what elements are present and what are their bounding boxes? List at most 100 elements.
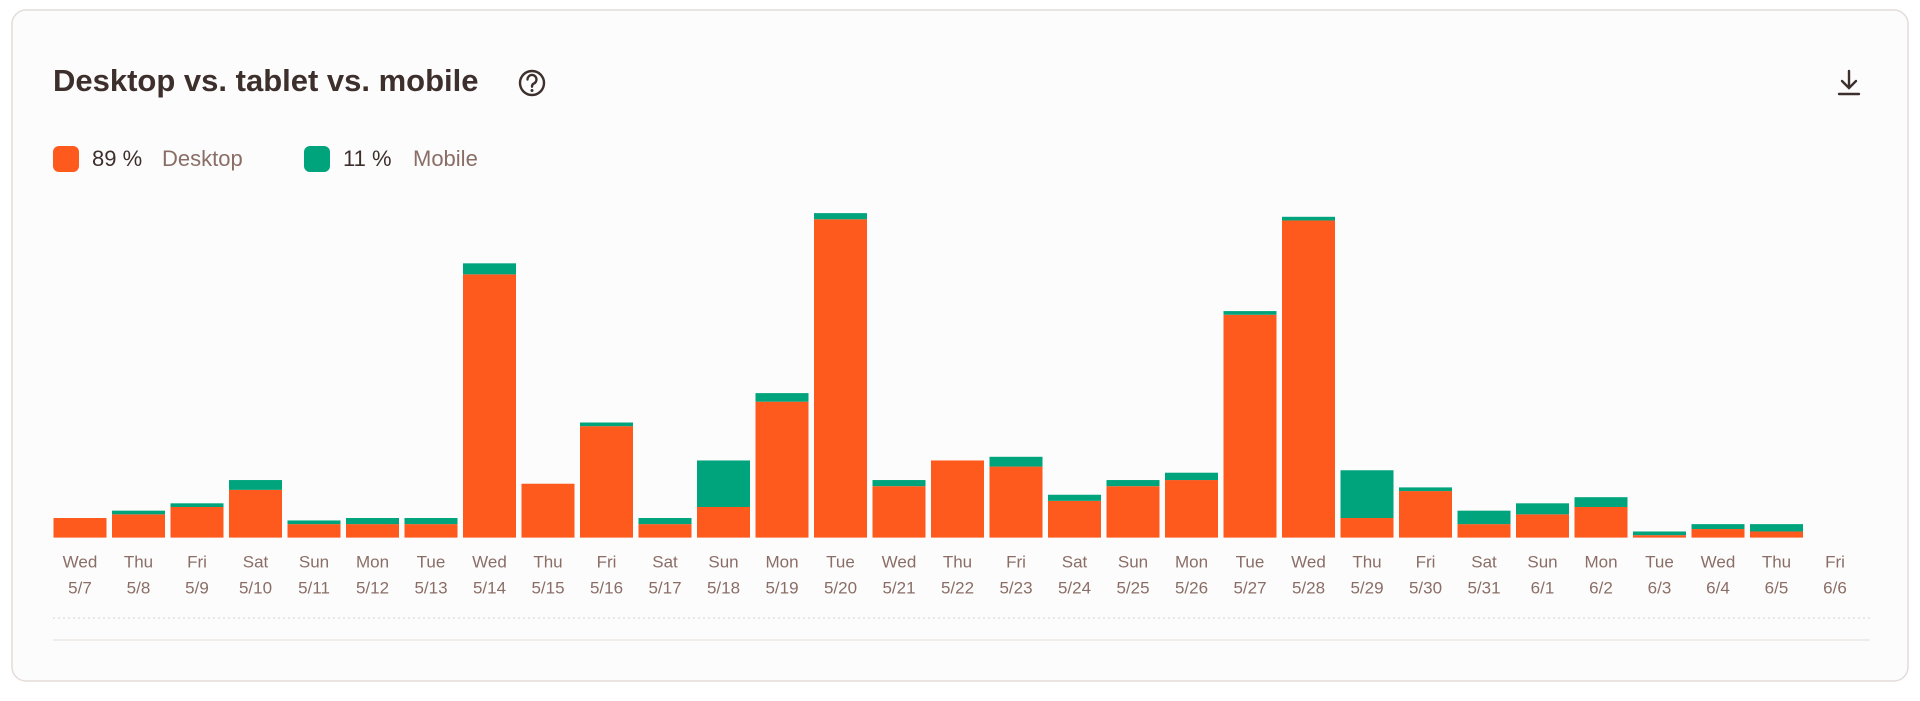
x-tick-date: 5/11 (298, 578, 330, 597)
x-tick-weekday: Sat (652, 552, 678, 571)
bar-segment (755, 401, 809, 538)
bar-segment (1691, 529, 1745, 538)
x-tick-date: 5/10 (239, 578, 272, 597)
bar-segment (287, 524, 341, 538)
x-tick-date: 5/30 (1409, 578, 1442, 597)
x-tick-weekday: Wed (882, 552, 917, 571)
x-tick-weekday: Wed (63, 552, 98, 571)
bar-segment (931, 460, 984, 538)
x-tick-date: 6/5 (1765, 578, 1789, 597)
bar-segment (1516, 503, 1569, 515)
bar-segment (112, 510, 165, 515)
x-tick-weekday: Mon (765, 552, 798, 571)
legend-swatch (304, 146, 330, 172)
legend-share: 89 % (92, 146, 142, 171)
x-tick-date: 5/19 (765, 578, 798, 597)
x-tick-weekday: Thu (533, 552, 562, 571)
bar-segment (463, 263, 516, 275)
x-tick-date: 5/14 (473, 578, 506, 597)
x-tick-date: 6/2 (1589, 578, 1613, 597)
x-tick-weekday: Fri (1825, 552, 1845, 571)
x-tick-date: 5/7 (68, 578, 92, 597)
x-tick-date: 5/27 (1233, 578, 1266, 597)
x-tick-weekday: Sun (1118, 552, 1148, 571)
x-tick-date: 5/18 (707, 578, 740, 597)
bar-segment (404, 518, 458, 525)
x-tick-date: 5/26 (1175, 578, 1208, 597)
bar-segment (170, 503, 224, 507)
x-tick-weekday: Mon (1584, 552, 1617, 571)
x-tick-weekday: Thu (1352, 552, 1381, 571)
bar-segment (1574, 506, 1628, 538)
bar-segment (1165, 472, 1218, 481)
x-tick-weekday: Fri (187, 552, 207, 571)
x-tick-weekday: Fri (1006, 552, 1026, 571)
bar-segment (1340, 518, 1394, 538)
x-tick-weekday: Sun (299, 552, 329, 571)
bar-segment (1457, 524, 1511, 538)
bar-segment (287, 520, 341, 525)
bar-segment (1223, 314, 1277, 538)
help-icon[interactable] (518, 69, 546, 97)
bar-segment (872, 480, 926, 487)
download-icon[interactable] (1837, 69, 1861, 96)
bar-segment (755, 393, 809, 402)
legend-share: 11 % (343, 146, 392, 171)
bar-segment (1691, 524, 1745, 530)
bar-segment (404, 524, 458, 538)
x-tick-weekday: Thu (124, 552, 153, 571)
legend-label: Mobile (413, 146, 478, 171)
bar-segment (1282, 216, 1335, 221)
chart-title: Desktop vs. tablet vs. mobile (53, 63, 479, 98)
bar-segment (1633, 535, 1686, 538)
bar-segment (1048, 500, 1101, 538)
x-tick-weekday: Wed (1701, 552, 1736, 571)
bar-segment (989, 466, 1043, 538)
legend-swatch (53, 146, 79, 172)
bar-segment (1165, 480, 1218, 538)
x-tick-date: 5/31 (1467, 578, 1500, 597)
bar-segment (521, 483, 575, 538)
bar-segment (346, 518, 399, 525)
bar-segment (53, 518, 107, 538)
x-tick-date: 5/9 (185, 578, 209, 597)
bar-segment (638, 524, 692, 538)
bar-segment (1223, 311, 1277, 315)
x-tick-weekday: Tue (1236, 552, 1265, 571)
bar-segment (1516, 514, 1569, 538)
bar-segment (814, 213, 867, 220)
bar-segment (872, 486, 926, 538)
x-tick-weekday: Sun (1527, 552, 1557, 571)
x-tick-date: 5/17 (648, 578, 681, 597)
bar-segment (1633, 531, 1686, 536)
bar-segment (697, 506, 750, 538)
bar-segment (697, 460, 750, 507)
bar-segment (1048, 494, 1101, 501)
x-tick-date: 6/3 (1648, 578, 1672, 597)
x-tick-date: 5/25 (1116, 578, 1149, 597)
x-tick-date: 6/6 (1823, 578, 1847, 597)
bar-segment (1457, 510, 1511, 525)
legend-label: Desktop (162, 146, 243, 171)
x-tick-weekday: Tue (1645, 552, 1674, 571)
x-tick-date: 5/23 (999, 578, 1032, 597)
bar-segment (1750, 524, 1803, 532)
x-tick-date: 5/13 (414, 578, 447, 597)
bar-segment (1106, 486, 1160, 538)
x-tick-date: 5/24 (1058, 578, 1091, 597)
x-tick-weekday: Fri (597, 552, 617, 571)
x-tick-date: 5/8 (127, 578, 151, 597)
bar-segment (1399, 487, 1452, 492)
x-tick-date: 5/22 (941, 578, 974, 597)
x-tick-weekday: Sat (1062, 552, 1088, 571)
x-tick-weekday: Sat (243, 552, 269, 571)
bar-segment (1340, 470, 1394, 519)
bar-segment (1750, 531, 1803, 538)
x-tick-date: 5/28 (1292, 578, 1325, 597)
x-tick-weekday: Tue (417, 552, 446, 571)
x-tick-date: 5/12 (356, 578, 389, 597)
x-tick-weekday: Thu (1762, 552, 1791, 571)
x-tick-weekday: Thu (943, 552, 972, 571)
